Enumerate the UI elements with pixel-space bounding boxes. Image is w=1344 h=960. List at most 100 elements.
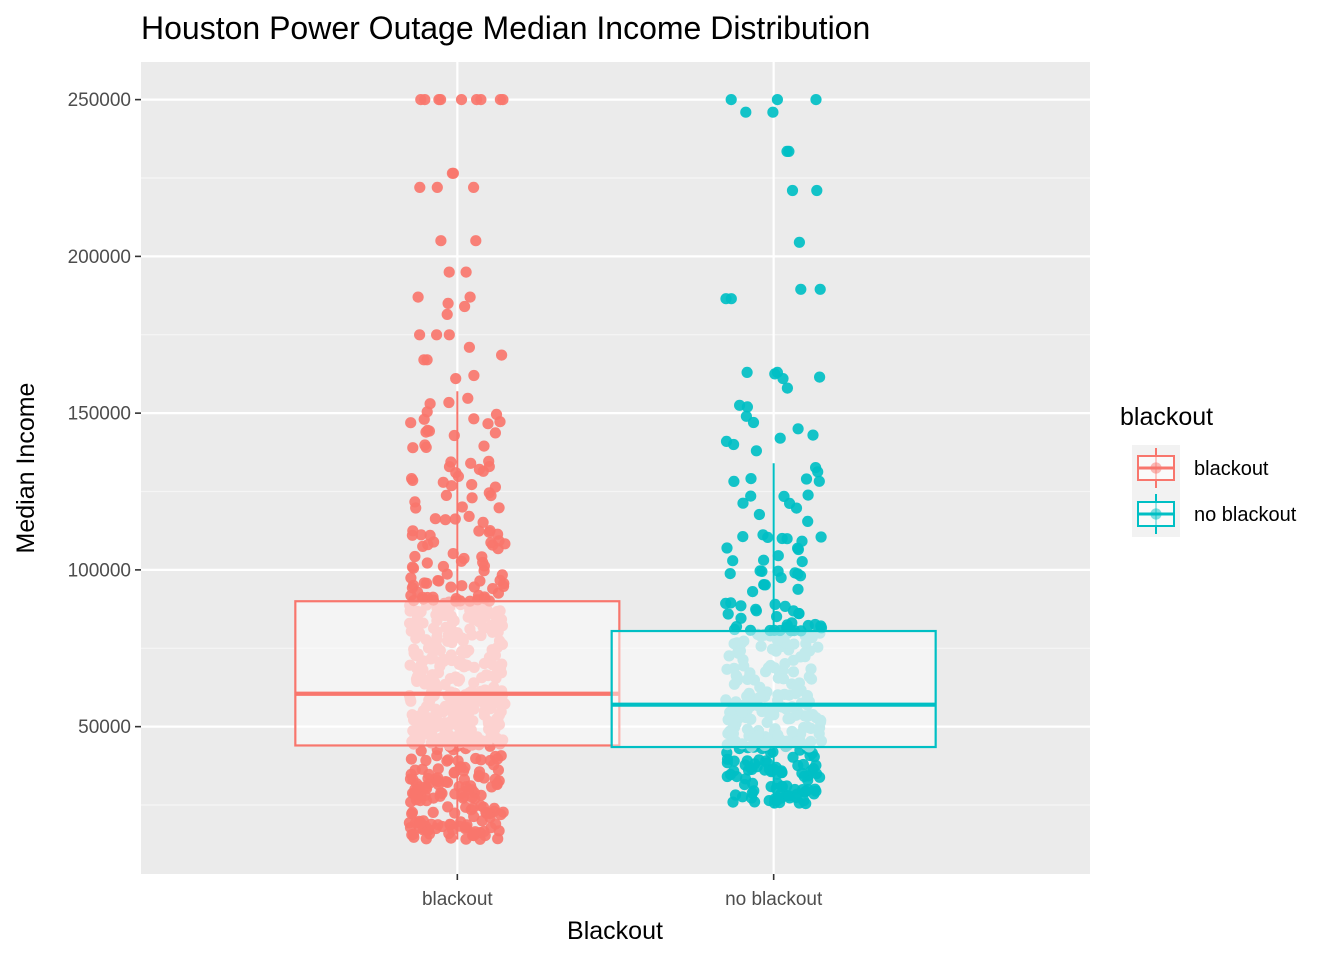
data-point	[404, 659, 416, 671]
data-point	[464, 623, 476, 635]
data-point	[777, 673, 790, 685]
data-point	[457, 792, 469, 804]
data-point	[431, 181, 443, 193]
data-point	[802, 721, 814, 734]
data-point	[793, 736, 805, 748]
data-point	[492, 764, 504, 776]
data-point	[417, 655, 429, 667]
data-point	[455, 94, 468, 106]
data-point	[421, 557, 433, 569]
data-point	[444, 673, 456, 685]
data-point	[429, 639, 441, 652]
data-point	[422, 539, 434, 551]
data-point	[808, 751, 820, 763]
data-point	[445, 649, 457, 661]
data-point	[779, 658, 791, 670]
data-point	[496, 620, 508, 632]
data-point	[721, 770, 733, 783]
data-point	[471, 94, 483, 106]
major-gridlines	[141, 62, 1090, 874]
data-point	[409, 550, 421, 563]
minor-gridlines	[141, 177, 1090, 806]
data-point	[754, 565, 766, 577]
data-point	[432, 763, 444, 775]
data-point	[418, 354, 430, 366]
data-point	[463, 510, 475, 522]
data-point	[470, 235, 482, 247]
data-point	[427, 591, 439, 603]
data-point	[450, 467, 462, 479]
y-axis-title: Median Income	[12, 383, 40, 554]
data-point	[464, 291, 476, 303]
data-point	[458, 661, 470, 673]
data-point	[437, 476, 449, 488]
data-point	[497, 806, 509, 818]
data-point	[750, 605, 763, 617]
data-point	[770, 645, 782, 657]
data-point	[406, 529, 418, 541]
data-point	[405, 417, 417, 429]
data-point	[442, 297, 454, 309]
data-point	[728, 755, 740, 767]
data-point	[811, 184, 823, 197]
data-point	[731, 771, 743, 783]
data-point	[420, 833, 432, 845]
data-point	[414, 725, 426, 737]
data-point	[467, 802, 479, 814]
data-point	[443, 396, 455, 409]
data-point	[427, 720, 439, 732]
data-point	[453, 673, 466, 685]
data-point	[805, 765, 817, 777]
data-point	[492, 715, 504, 727]
data-point	[475, 789, 487, 801]
data-point	[755, 640, 767, 652]
data-point	[462, 392, 474, 404]
data-point	[803, 671, 815, 683]
data-point	[463, 341, 475, 353]
boxplots	[294, 391, 937, 840]
data-point	[746, 777, 759, 790]
data-point	[468, 181, 480, 193]
data-point	[723, 650, 735, 662]
plot-panel	[141, 62, 1090, 874]
data-point	[814, 371, 826, 383]
y-tick-label: 250000	[68, 90, 131, 111]
data-point	[460, 697, 472, 709]
data-point	[741, 366, 753, 378]
data-point	[722, 608, 734, 620]
data-point	[412, 291, 424, 303]
legend-item-blackout: blackout	[1132, 445, 1269, 491]
data-point	[754, 691, 766, 703]
data-point	[466, 492, 478, 504]
data-point	[442, 801, 454, 813]
data-point	[775, 572, 787, 584]
data-point	[475, 629, 487, 642]
box-body	[610, 629, 937, 749]
data-point	[735, 612, 747, 624]
data-point	[468, 413, 480, 425]
legend-item-no-blackout: no blackout	[1132, 491, 1297, 537]
data-point	[456, 501, 468, 513]
data-point	[724, 568, 736, 580]
data-point	[758, 579, 770, 591]
data-point	[729, 623, 741, 636]
y-axis: 50000 100000 150000 200000 250000	[68, 90, 141, 738]
data-point	[453, 630, 465, 642]
data-point	[781, 382, 794, 394]
data-point	[427, 806, 439, 819]
data-point	[725, 94, 737, 106]
data-point	[492, 753, 504, 765]
data-point	[815, 714, 827, 727]
data-point	[437, 560, 449, 573]
y-tick-label: 50000	[78, 717, 131, 738]
data-point	[442, 629, 454, 641]
data-point	[795, 283, 807, 295]
data-point	[742, 764, 755, 776]
data-point	[814, 771, 826, 783]
data-point	[489, 427, 501, 439]
data-point	[786, 184, 799, 197]
data-point	[407, 828, 419, 840]
legend-label: no blackout	[1194, 504, 1297, 526]
data-point	[444, 818, 456, 831]
data-point	[420, 754, 432, 767]
